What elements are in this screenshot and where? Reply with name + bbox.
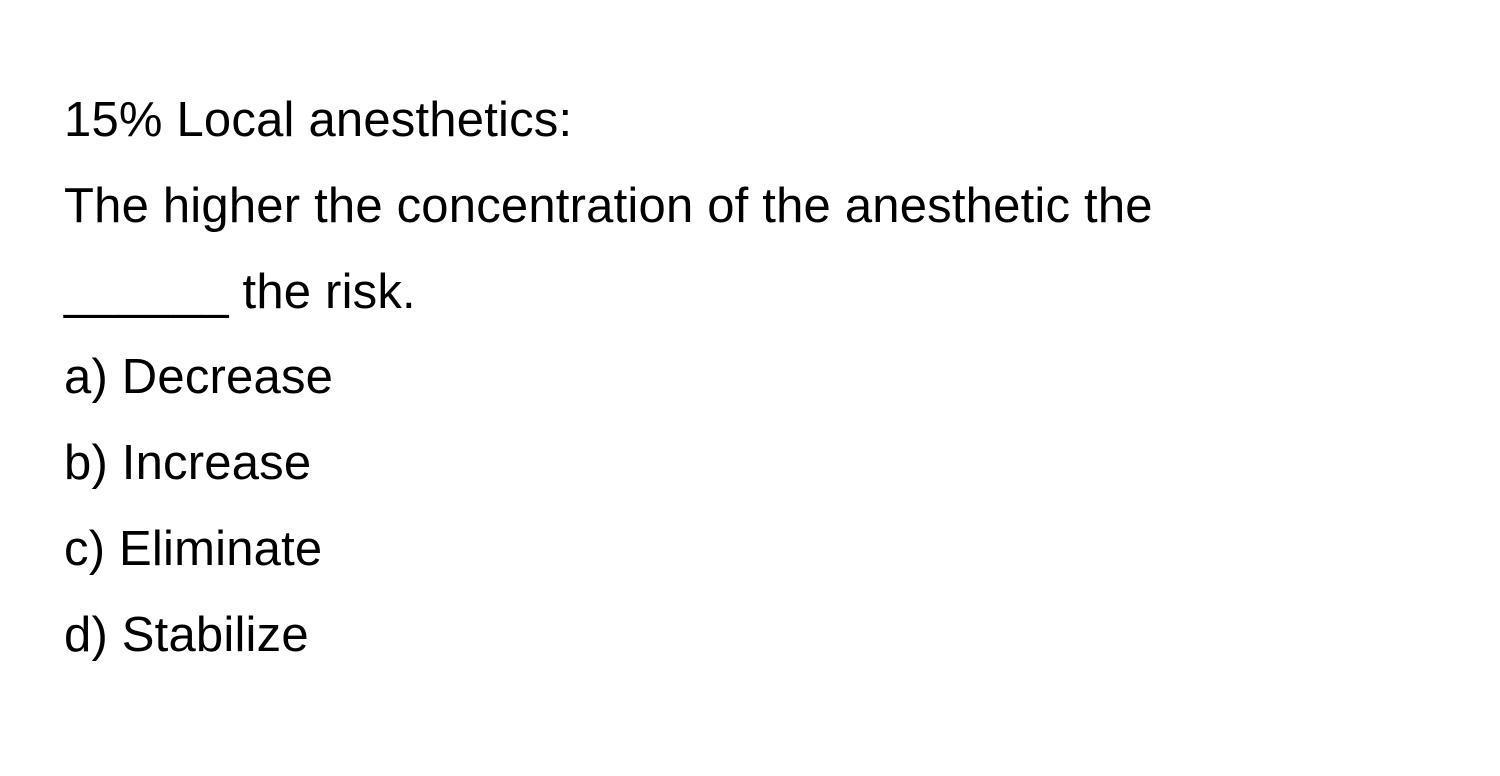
question-heading: 15% Local anesthetics: <box>64 78 1436 164</box>
option-b[interactable]: b) Increase <box>64 421 1436 507</box>
question-stem-line-1: The higher the concentration of the anes… <box>64 164 1436 250</box>
question-stem-line-2: ______ the risk. <box>64 250 1436 336</box>
option-a[interactable]: a) Decrease <box>64 335 1436 421</box>
question-block: 15% Local anesthetics: The higher the co… <box>0 0 1500 678</box>
option-c[interactable]: c) Eliminate <box>64 507 1436 593</box>
option-d[interactable]: d) Stabilize <box>64 593 1436 679</box>
